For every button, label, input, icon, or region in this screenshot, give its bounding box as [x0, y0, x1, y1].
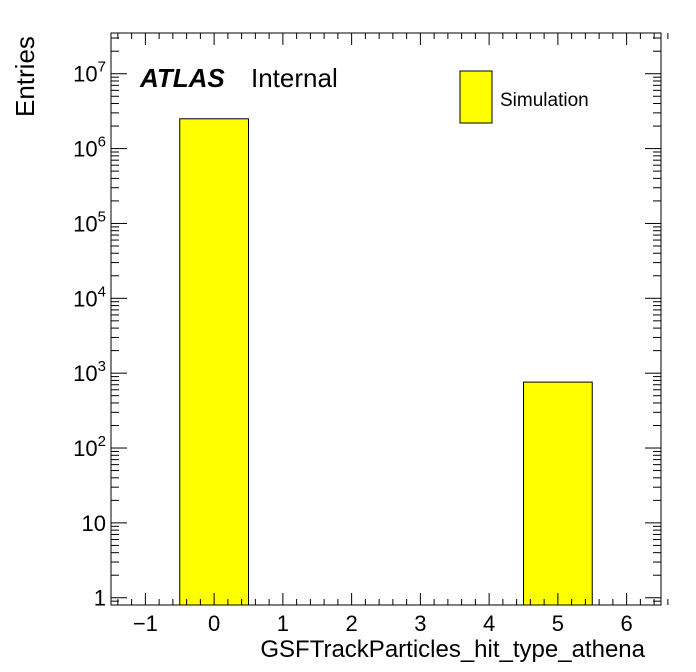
x-axis-label: GSFTrackParticles_hit_type_athena [260, 636, 645, 663]
x-tick-labels: −1 0 1 2 3 4 5 6 [133, 611, 633, 636]
legend: Simulation [459, 70, 589, 124]
y-tick-label: 10 [82, 511, 106, 536]
x-tick-label: 3 [414, 611, 426, 636]
x-tick-label: 5 [552, 611, 564, 636]
bar-bin-0-1 [523, 381, 593, 606]
y-axis-label: Entries [10, 36, 40, 117]
y-tick-label: 107 [73, 59, 106, 87]
y-tick-label: 106 [73, 134, 106, 162]
x-tick-label: 0 [208, 611, 220, 636]
y-tick-label: 104 [73, 283, 106, 311]
x-tick-label: 6 [621, 611, 633, 636]
bar-bin-0-0 [179, 118, 249, 606]
y-tick-label: 105 [73, 208, 106, 236]
plot-frame [110, 32, 662, 606]
y-tick-label: 102 [73, 433, 106, 461]
legend-label-simulation: Simulation [500, 90, 589, 111]
y-tick-label: 1 [94, 586, 106, 611]
y-tick-label: 103 [73, 358, 106, 386]
x-tick-label: 1 [277, 611, 289, 636]
histogram-bars [179, 118, 593, 606]
x-tick-label: 2 [346, 611, 358, 636]
x-tick-label: 4 [483, 611, 495, 636]
axis-ticks [111, 33, 669, 606]
y-tick-labels: 1 10 102 103 104 105 106 107 [73, 59, 106, 611]
legend-swatch-simulation [459, 70, 493, 124]
atlas-label: ATLAS [139, 63, 225, 93]
internal-label: Internal [251, 63, 338, 93]
x-tick-label: −1 [133, 611, 158, 636]
